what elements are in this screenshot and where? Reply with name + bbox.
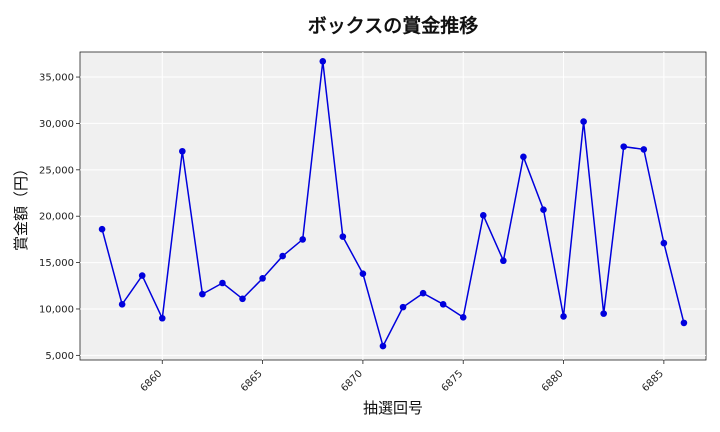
- data-point: [540, 206, 547, 214]
- data-point: [600, 310, 607, 317]
- y-tick-label: 10,000: [39, 304, 74, 315]
- x-tick-label: 6880: [540, 368, 566, 394]
- y-tick-label: 20,000: [39, 212, 74, 223]
- data-point: [439, 301, 447, 308]
- data-point: [98, 225, 106, 233]
- data-point: [479, 211, 487, 219]
- data-point: [319, 57, 327, 65]
- data-point: [359, 270, 367, 278]
- x-tick-label: 6885: [640, 368, 666, 394]
- series-line: [101, 61, 685, 349]
- data-point: [419, 289, 427, 297]
- data-point: [620, 143, 628, 150]
- y-tick-label: 35,000: [39, 73, 74, 84]
- x-tick-label: 6865: [239, 368, 265, 394]
- grid-lines: [80, 52, 706, 360]
- series-layer: [98, 57, 688, 350]
- data-point: [680, 319, 688, 327]
- data-point: [179, 147, 186, 155]
- data-point: [640, 146, 648, 153]
- data-point: [239, 295, 246, 303]
- data-point: [379, 342, 387, 350]
- data-point: [560, 313, 567, 320]
- data-point: [660, 239, 668, 247]
- data-point: [299, 236, 307, 243]
- data-point: [219, 279, 226, 287]
- data-point: [399, 303, 407, 311]
- plot-area: [79, 51, 707, 361]
- data-point: [279, 252, 286, 260]
- x-tick-label: 6870: [339, 368, 365, 394]
- y-tick-label: 15,000: [39, 258, 74, 269]
- data-point: [259, 275, 266, 282]
- y-tick-label: 30,000: [39, 119, 74, 130]
- y-tick-label: 5,000: [45, 351, 74, 362]
- data-point: [580, 118, 587, 125]
- y-tick-label: 25,000: [39, 165, 74, 176]
- y-axis-label: 賞金額（円）: [12, 161, 30, 251]
- data-point: [138, 272, 146, 279]
- x-tick-label: 6860: [139, 368, 165, 394]
- data-point: [199, 290, 206, 298]
- data-point: [339, 233, 347, 240]
- data-point: [118, 301, 126, 308]
- data-point: [158, 314, 166, 322]
- data-point: [520, 153, 527, 161]
- data-point: [500, 257, 507, 265]
- x-axis-label: 抽選回号: [363, 399, 423, 417]
- x-tick-label: 6875: [440, 368, 466, 394]
- data-point: [459, 314, 467, 321]
- chart-title: ボックスの賞金推移: [308, 14, 478, 37]
